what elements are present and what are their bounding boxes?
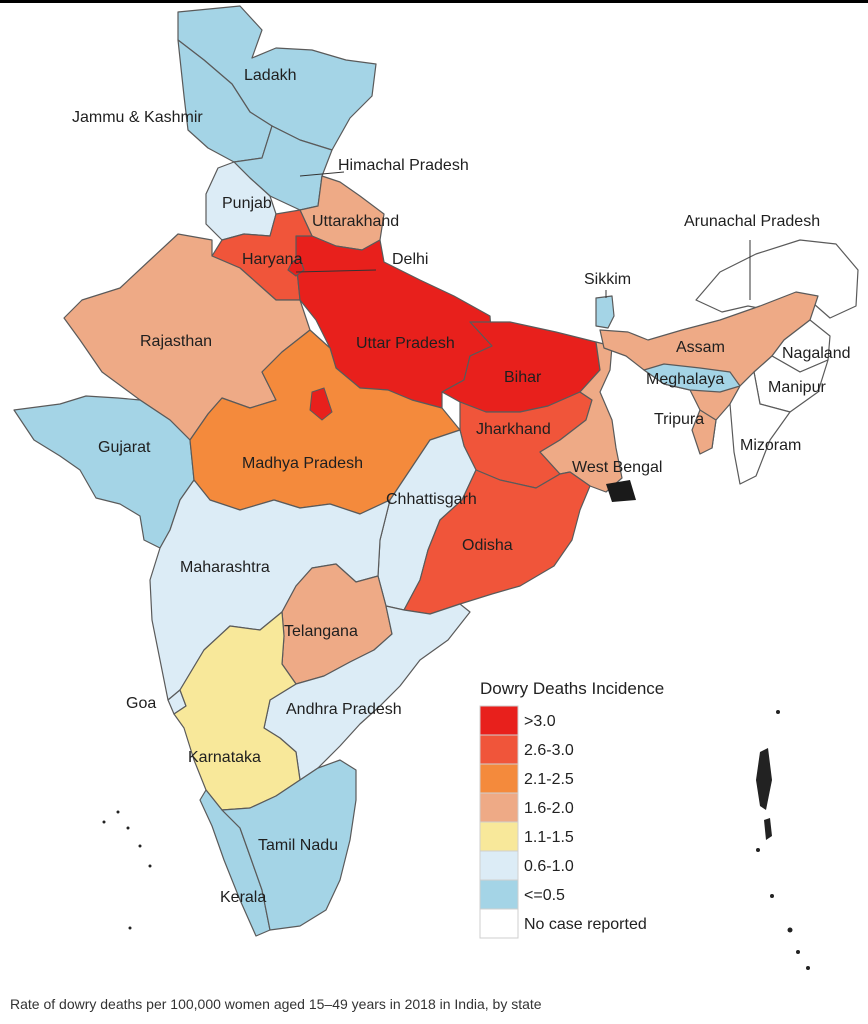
state-gujarat[interactable]	[13, 395, 195, 549]
legend-label: 1.1-1.5	[524, 829, 574, 846]
label-tamil-nadu: Tamil Nadu	[258, 837, 338, 854]
top-border	[0, 0, 868, 3]
label-punjab: Punjab	[222, 195, 272, 212]
label-nagaland: Nagaland	[782, 345, 851, 362]
label-kerala: Kerala	[220, 889, 266, 906]
enclave-patch	[309, 387, 333, 421]
state-sikkim[interactable]	[595, 295, 615, 329]
label-rajasthan: Rajasthan	[140, 333, 212, 350]
label-chhattisgarh: Chhattisgarh	[386, 491, 477, 508]
label-goa: Goa	[126, 695, 156, 712]
legend-title: Dowry Deaths Incidence	[480, 679, 664, 698]
label-delhi: Delhi	[392, 251, 428, 268]
legend-swatch	[479, 792, 519, 823]
label-karnataka: Karnataka	[188, 749, 261, 766]
label-madhya-pradesh: Madhya Pradesh	[242, 455, 363, 472]
label-maharashtra: Maharashtra	[180, 559, 270, 576]
states-layer	[13, 5, 859, 937]
legend-label: <=0.5	[524, 887, 565, 904]
legend-swatch	[479, 908, 519, 939]
label-meghalaya: Meghalaya	[646, 371, 724, 388]
label-haryana: Haryana	[242, 251, 303, 268]
label-himachal-pradesh: Himachal Pradesh	[338, 157, 469, 174]
legend-swatch	[479, 705, 519, 736]
label-manipur: Manipur	[768, 379, 826, 396]
label-telangana: Telangana	[284, 623, 358, 640]
island-dots	[102, 710, 810, 970]
legend-label: 1.6-2.0	[524, 800, 574, 817]
label-uttar-pradesh: Uttar Pradesh	[356, 335, 455, 352]
state-odisha[interactable]	[403, 469, 591, 615]
label-andhra-pradesh: Andhra Pradesh	[286, 701, 402, 718]
map-caption: Rate of dowry deaths per 100,000 women a…	[10, 996, 542, 1012]
label-mizoram: Mizoram	[740, 437, 801, 454]
legend-swatch	[479, 850, 519, 881]
state-tripura[interactable]	[691, 409, 717, 455]
legend-label: 2.1-2.5	[524, 771, 574, 788]
legend-swatch	[479, 734, 519, 765]
label-bihar: Bihar	[504, 369, 542, 386]
labels-layer: Ladakh Jammu & Kashmir Himachal Pradesh …	[72, 67, 851, 906]
label-jharkhand: Jharkhand	[476, 421, 551, 438]
state-karnataka[interactable]	[173, 611, 301, 811]
label-west-bengal: West Bengal	[572, 459, 662, 476]
label-tripura: Tripura	[654, 411, 704, 428]
state-mizoram[interactable]	[729, 371, 791, 485]
legend-label: No case reported	[524, 916, 647, 933]
leader-lines	[295, 171, 751, 300]
legend-swatch	[479, 879, 519, 910]
label-ladakh: Ladakh	[244, 67, 297, 84]
legend-swatch	[479, 763, 519, 794]
label-gujarat: Gujarat	[98, 439, 151, 456]
legend-swatch	[479, 821, 519, 852]
legend: Dowry Deaths Incidence >3.0 2.6-3.0 2.1-2.…	[479, 679, 664, 939]
india-choropleth-map: Ladakh Jammu & Kashmir Himachal Pradesh …	[13, 5, 859, 970]
label-jammu-kashmir: Jammu & Kashmir	[72, 109, 203, 126]
label-arunachal-pradesh: Arunachal Pradesh	[684, 213, 820, 230]
label-assam: Assam	[676, 339, 725, 356]
label-odisha: Odisha	[462, 537, 513, 554]
label-uttarakhand: Uttarakhand	[312, 213, 399, 230]
label-sikkim: Sikkim	[584, 271, 631, 288]
legend-label: >3.0	[524, 713, 556, 730]
legend-label: 0.6-1.0	[524, 858, 574, 875]
state-tamil-nadu[interactable]	[221, 759, 357, 931]
delta-patch	[606, 480, 636, 502]
legend-label: 2.6-3.0	[524, 742, 574, 759]
